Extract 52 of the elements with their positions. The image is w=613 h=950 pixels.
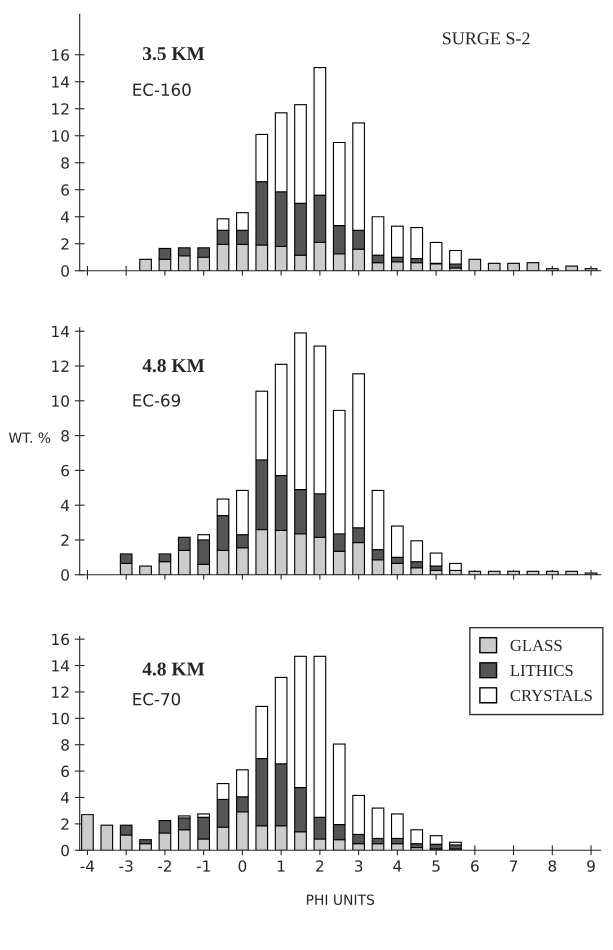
legend-label: CRYSTALS [510,690,592,702]
x-axis-title: PHI UNITS [306,894,374,905]
y-tick-label: 6 [61,766,70,778]
annotation: EC-69 [133,394,180,407]
y-tick-label: 14 [52,76,70,88]
y-tick-label: 12 [52,103,68,115]
y-tick-label: 10 [52,395,69,407]
x-tick-label: -2 [158,860,172,872]
y-tick-label: 8 [61,430,69,442]
legend-label: LITHICS [510,664,573,676]
y-tick-label: 16 [52,49,70,61]
y-tick-label: 4 [60,500,70,511]
y-tick-label: 4 [60,792,70,804]
x-tick-label: -4 [80,860,94,872]
y-tick-label: 2 [61,534,68,546]
y-tick-label: 0 [61,844,69,856]
y-tick-label: 10 [52,712,69,724]
x-tick-label: 7 [510,860,518,872]
y-axis-title: WT. % [8,432,50,443]
annotation: EC-70 [133,692,180,706]
x-tick-label: -1 [196,860,210,872]
annotation: EC-160 [133,83,191,96]
y-tick-label: 8 [61,739,69,751]
text: SURGE S-2 [442,32,530,44]
x-tick-label: 8 [548,860,556,872]
annotation: 3.5 KM [142,47,204,60]
y-tick-label: 2 [61,818,68,830]
y-tick-label: 8 [61,157,69,169]
x-tick-label: 3 [354,860,362,872]
y-tick-label: 10 [52,130,69,142]
y-tick-label: 0 [61,265,69,277]
x-tick-label: 4 [393,860,402,872]
x-tick-label: 1 [278,860,285,872]
y-tick-label: 14 [52,326,70,338]
y-tick-label: 12 [52,360,68,372]
x-tick-label: 6 [471,860,479,872]
y-tick-label: 6 [61,464,70,476]
x-tick-label: 2 [316,860,324,872]
y-tick-label: 2 [61,238,68,250]
y-tick-label: 6 [61,184,70,196]
x-tick-label: 9 [587,860,595,872]
y-tick-label: 16 [52,634,70,646]
x-tick-label: 5 [432,860,440,872]
y-tick-label: 14 [52,660,70,672]
annotation: 4.8 KM [142,359,204,372]
legend-label: GLASS [510,640,562,652]
x-tick-label: 0 [238,860,246,872]
annotation: 4.8 KM [142,662,204,676]
y-tick-label: 12 [52,686,68,698]
y-tick-label: 0 [61,569,69,581]
y-tick-label: 4 [60,211,70,223]
x-tick-label: -3 [119,860,133,872]
